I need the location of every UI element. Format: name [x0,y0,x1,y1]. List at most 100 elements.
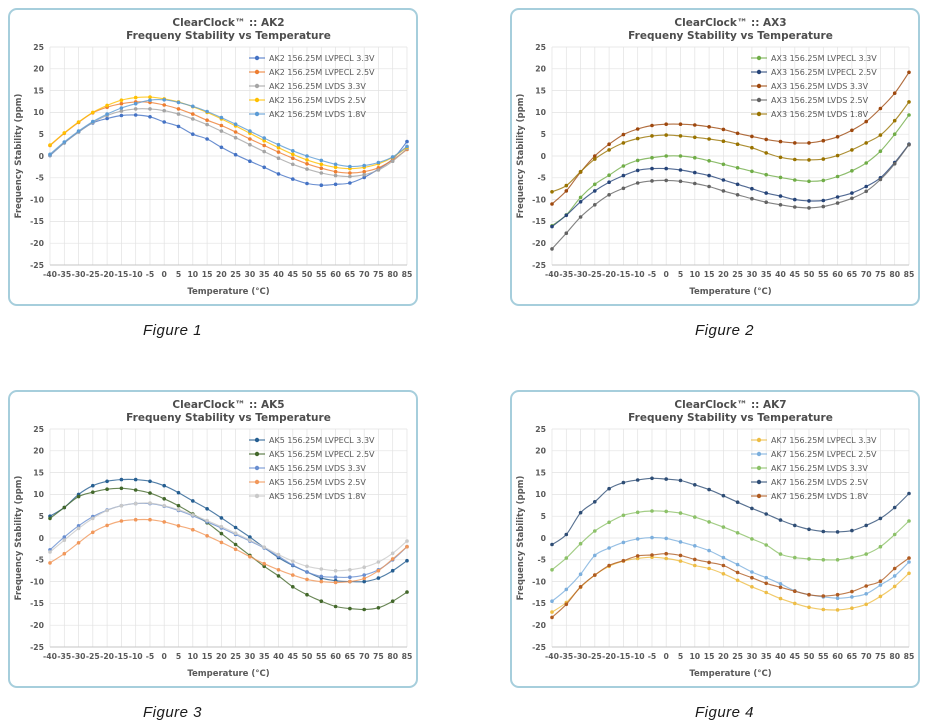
legend: AX3 156.25M LVPECL 3.3V AX3 156.25M LVPEC… [751,54,877,119]
legend-marker-icon [254,437,260,443]
svg-text:15: 15 [535,86,546,95]
figure-3-caption: Figure 3 [142,704,203,721]
x-axis-title: Temperature (°C) [689,287,771,297]
svg-text:50: 50 [302,652,313,661]
chart-panel-figure-2: ClearClock™ :: AX3 Frequeny Stability vs … [510,8,920,306]
x-axis-tick-labels: -40 -35 -30 -25 -20 -15 -10 -5 0 5 10 15 20 25 30 35 40 4… [545,652,914,661]
svg-text:25: 25 [535,43,546,52]
series-ax3-156.25m-lvds-1.8v [550,100,911,194]
svg-text:-15: -15 [114,652,128,661]
svg-text:35: 35 [761,270,772,279]
svg-text:20: 20 [216,652,227,661]
svg-text:20: 20 [535,65,546,74]
svg-text:45: 45 [789,652,800,661]
svg-text:25: 25 [33,43,44,52]
svg-text:-20: -20 [602,652,616,661]
legend-marker-icon [756,451,762,457]
svg-text:5: 5 [176,270,181,279]
series-ak2-156.25m-lvds-2.5v [48,95,409,171]
svg-text:0: 0 [541,152,546,161]
svg-text:65: 65 [345,652,356,661]
legend-entry: AX3 156.25M LVDS 2.5V [751,96,869,105]
chart-panel-figure-4: ClearClock™ :: AK7 Frequeny Stability vs … [510,390,920,688]
chart-title: ClearClock™ :: AK5 [172,399,284,411]
svg-text:-5: -5 [648,270,657,279]
svg-text:-20: -20 [532,239,546,248]
figure-1-caption: Figure 1 [142,322,203,339]
svg-text:-15: -15 [30,599,44,608]
svg-text:20: 20 [216,270,227,279]
svg-text:45: 45 [287,270,298,279]
legend-entry: AK5 156.25M LVPECL 3.3V [249,436,375,445]
legend: AK2 156.25M LVPECL 3.3V AK2 156.25M LVPEC… [249,54,375,119]
svg-text:-5: -5 [146,270,155,279]
svg-text:65: 65 [847,270,858,279]
legend-marker-icon [254,69,260,75]
svg-text:55: 55 [818,270,829,279]
svg-text:0: 0 [664,652,669,661]
series-ax3-156.25m-lvpecl-3.3v [550,113,911,228]
chart-subtitle: Frequeny Stability vs Temperature [126,412,331,424]
svg-text:10: 10 [187,652,198,661]
svg-text:0: 0 [39,534,44,543]
svg-text:-25: -25 [588,652,602,661]
legend-marker-icon [756,83,762,89]
series-ak7-156.25m-lvds-2.5v [550,476,911,547]
svg-text:0: 0 [162,652,167,661]
legend-entry: AX3 156.25M LVDS 3.3V [751,82,869,91]
chart-subtitle: Frequeny Stability vs Temperature [628,30,833,42]
legend-entry: AK2 156.25M LVDS 2.5V [249,96,366,105]
svg-text:80: 80 [889,270,900,279]
figure-2-caption: Figure 2 [694,322,755,339]
legend-entry: AK5 156.25M LVDS 2.5V [249,478,366,487]
svg-text:25: 25 [732,652,743,661]
legend-label: AX3 156.25M LVDS 1.8V [771,110,869,119]
svg-text:5: 5 [541,512,546,521]
svg-text:50: 50 [302,270,313,279]
legend-marker-icon [254,451,260,457]
svg-text:35: 35 [259,652,270,661]
legend-entry: AK5 156.25M LVPECL 2.5V [249,450,375,459]
svg-text:30: 30 [747,270,758,279]
legend-label: AK7 156.25M LVDS 2.5V [771,478,868,487]
gridlines [551,428,910,648]
svg-text:55: 55 [818,652,829,661]
svg-text:60: 60 [832,270,843,279]
series-ak2-156.25m-lvds-1.8v [48,98,409,169]
svg-text:-5: -5 [537,174,546,183]
legend-marker-icon [756,465,762,471]
svg-text:85: 85 [402,270,413,279]
svg-text:0: 0 [39,152,44,161]
svg-text:-30: -30 [72,270,86,279]
svg-text:60: 60 [832,652,843,661]
svg-text:-35: -35 [57,270,71,279]
svg-text:5: 5 [541,130,546,139]
svg-text:-10: -10 [532,577,546,586]
series-ak7-156.25m-lvds-3.3v [550,509,911,572]
svg-text:10: 10 [535,490,546,499]
svg-text:-25: -25 [86,652,100,661]
svg-text:25: 25 [230,652,241,661]
svg-text:50: 50 [804,270,815,279]
svg-text:5: 5 [176,652,181,661]
svg-text:75: 75 [373,652,384,661]
svg-text:10: 10 [535,108,546,117]
legend: AK7 156.25M LVPECL 3.3V AK7 156.25M LVPEC… [751,436,877,501]
legend-marker-icon [254,479,260,485]
y-axis-tick-labels: 25 20 15 10 5 0 -5 -10 -15 -20 -25 [532,43,546,270]
svg-text:-10: -10 [532,195,546,204]
svg-text:5: 5 [678,270,683,279]
svg-text:-40: -40 [545,652,559,661]
svg-text:15: 15 [202,652,213,661]
svg-text:-30: -30 [574,652,588,661]
svg-text:70: 70 [861,270,872,279]
svg-text:40: 40 [775,270,786,279]
svg-text:-15: -15 [532,599,546,608]
legend-marker-icon [254,97,260,103]
svg-text:20: 20 [718,652,729,661]
svg-text:-20: -20 [100,652,114,661]
series-ak7-156.25m-lvpecl-3.3v [550,555,911,614]
svg-text:-35: -35 [559,270,573,279]
